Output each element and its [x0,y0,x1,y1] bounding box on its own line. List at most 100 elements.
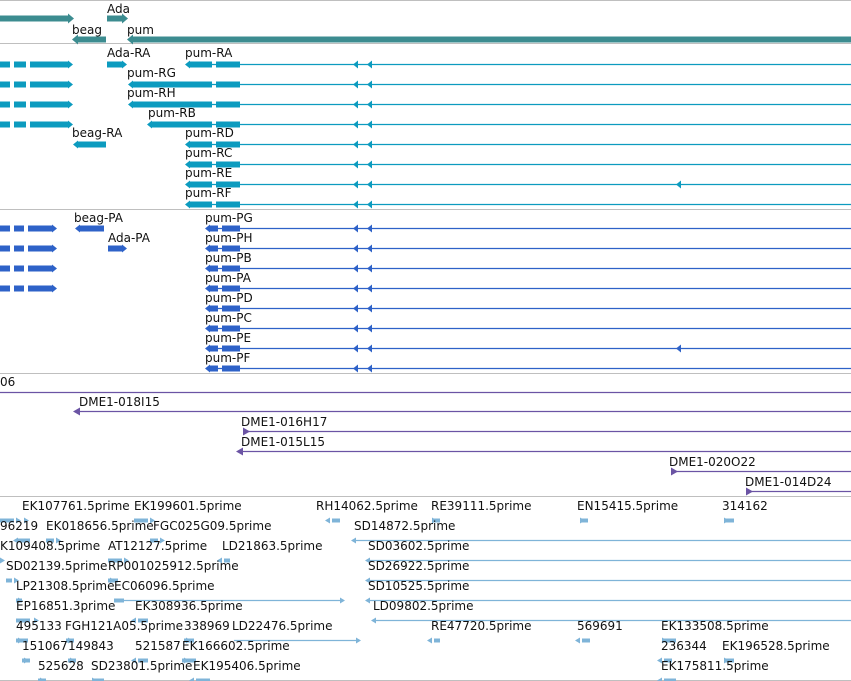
transcript-pum[interactable]: pum-RC [185,146,851,169]
clone-left-partial[interactable]: 06 [0,375,851,394]
strand-arrow [185,140,190,149]
strand-arrow [13,537,18,544]
est-feature[interactable]: SD10525.5prime [365,579,851,604]
exon-block [210,345,218,352]
clone-dme1-016h17[interactable]: DME1-016H17 [241,415,851,436]
protein-pum[interactable]: pum-PD [205,291,851,313]
est-feature[interactable]: EC06096.5prime [114,579,345,604]
est-feature[interactable]: EN15415.5prime [577,499,678,524]
exon-block [190,181,212,188]
transcript-pum[interactable]: pum-RF [185,186,851,209]
feature-label: EK195406.5prime [193,659,301,673]
est-feature[interactable]: 521587 [131,639,181,664]
est-feature[interactable]: RE47720.5prime [427,619,532,644]
est-feature[interactable]: FGH121A05.5prime [65,619,183,644]
est-feature[interactable]: EK308936.5prime [131,599,243,624]
gene-pum[interactable]: pum [127,23,851,45]
est-feature[interactable]: SD03602.5prime [365,539,851,564]
clone-dme1-014d24[interactable]: DME1-014D24 [745,475,851,496]
est-feature[interactable]: SD02139.5prime [6,559,107,584]
transcript-pum[interactable]: pum-RG [127,66,851,89]
gene-ada[interactable]: Ada [107,2,130,24]
transcript-beag-ra[interactable]: beag-RA [72,126,123,149]
protein-ada-pa[interactable]: Ada-PA [108,231,151,253]
est-feature[interactable]: 314162 [722,499,768,524]
transcript-pum[interactable]: pum-RE [185,166,851,189]
protein-pum[interactable]: pum-PG [205,211,851,233]
protein-left-partial[interactable] [0,284,57,293]
est-feature[interactable]: K109408.5prime [0,539,100,564]
feature-label: FGC025G09.5prime [153,519,271,533]
est-feature[interactable]: 495133 [16,619,62,644]
protein-pum[interactable]: pum-PF [205,351,851,373]
clone-dme1-015l15[interactable]: DME1-015L15 [236,435,851,456]
feature-label: 525628 [38,659,84,673]
protein-left-partial[interactable] [0,244,57,253]
est-feature[interactable]: LD21863.5prime [217,539,323,564]
exon-block [222,325,240,332]
est-feature[interactable]: EK196528.5prime [722,639,830,664]
gene-left-partial[interactable] [0,13,74,24]
transcript-pum[interactable]: pum-RB [147,106,851,129]
protein-pum[interactable]: pum-PA [205,271,851,293]
strand-arrow [353,180,358,189]
gene-beag[interactable]: beag [72,23,106,45]
est-feature[interactable]: SD26922.5prime [365,559,851,584]
est-feature[interactable]: EK018656.5prime [46,519,154,544]
est-feature[interactable]: EK195406.5prime [189,659,301,681]
est-feature[interactable]: EK133508.5prime [661,619,769,644]
est-feature[interactable]: RP001025912.5prime [108,559,239,584]
exon-block [14,285,24,292]
est-feature[interactable]: SD14872.5prime [351,519,851,544]
protein-pum[interactable]: pum-PE [205,331,851,353]
est-feature[interactable]: RE39111.5prime [431,499,532,524]
strand-arrow [353,344,358,353]
est-feature[interactable]: EP16851.3prime [16,599,115,624]
est-feature[interactable]: EK166602.5prime [182,639,290,664]
strand-arrow [662,637,667,644]
exon-block [46,538,54,543]
strand-arrow [367,324,372,333]
strand-arrow [127,34,133,45]
est-feature[interactable]: 236344 [657,639,707,664]
transcript-pum[interactable]: pum-RH [127,86,851,109]
clone-dme1-018i15[interactable]: DME1-018I15 [73,395,851,416]
protein-pum[interactable]: pum-PC [205,311,851,333]
exon-block [28,265,52,272]
est-feature[interactable]: EK199601.5prime [134,499,242,524]
est-feature[interactable]: 338969 [184,619,230,644]
est-feature[interactable]: 96219 [0,519,38,544]
strand-arrow [68,80,73,89]
protein-left-partial[interactable] [0,224,57,233]
transcript-left-partial[interactable] [0,100,73,109]
transcript-left-partial[interactable] [0,80,73,89]
exon-block [222,245,240,252]
est-feature[interactable]: RH14062.5prime [316,499,418,524]
clone-dme1-020o22[interactable]: DME1-020O22 [669,455,851,476]
protein-beag-pa[interactable]: beag-PA [74,211,124,233]
est-feature[interactable]: EK107761.5prime [0,499,130,524]
est-feature[interactable]: 525628 [38,659,84,681]
est-feature[interactable]: LP21308.5prime [16,579,115,604]
exon-block [434,638,440,643]
transcript-pum[interactable]: pum-RD [185,126,851,149]
est-feature[interactable]: 151067 [22,639,68,664]
est-feature[interactable]: 149843 [68,639,114,664]
est-feature[interactable]: EK175811.5prime [657,659,769,681]
transcript-track: pum-RA pum-RG pum-RH pum-RB pum-RD pum-RC pum-… [0,46,851,209]
est-feature[interactable]: LD09802.5prime [371,599,851,624]
est-feature[interactable]: AT12127.5prime [108,539,207,564]
protein-pum[interactable]: pum-PH [205,231,851,253]
est-feature[interactable]: FGC025G09.5prime [150,519,271,544]
protein-pum[interactable]: pum-PB [205,251,851,273]
transcript-left-partial[interactable] [0,120,73,129]
transcript-ada-ra[interactable]: Ada-RA [107,46,151,69]
est-feature[interactable]: SD23801.5prime [91,659,192,681]
est-feature[interactable]: LD22476.5prime [232,619,361,644]
est-feature[interactable]: 569691 [575,619,623,644]
feature-label: beag [72,23,102,37]
protein-left-partial[interactable] [0,264,57,273]
transcript-pum[interactable]: pum-RA [185,46,851,69]
transcript-left-partial[interactable] [0,60,73,69]
